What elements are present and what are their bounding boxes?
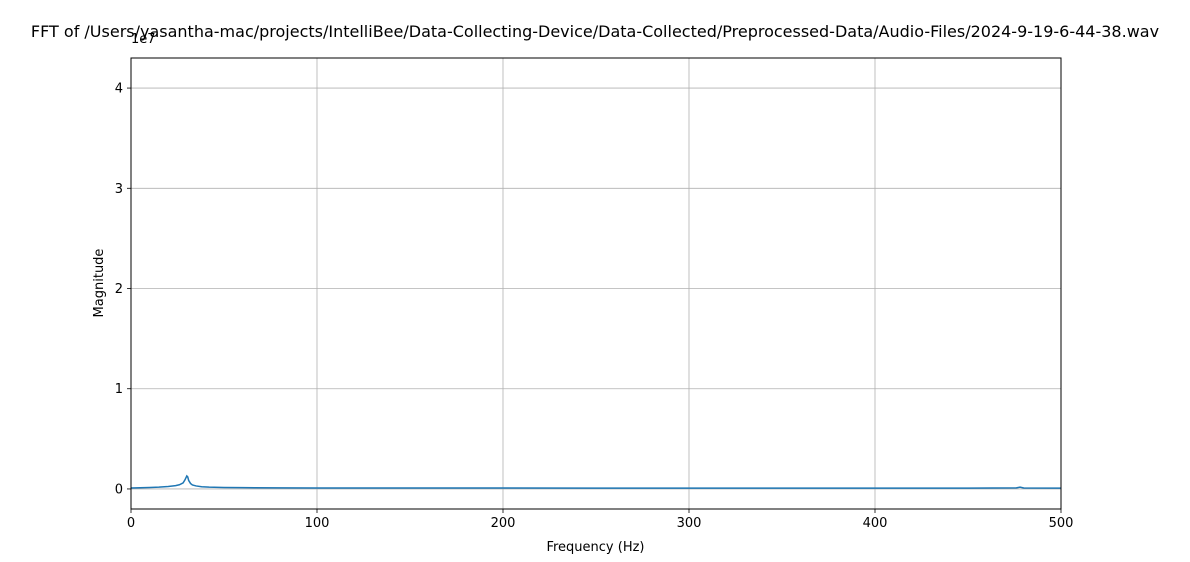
y-tick-label: 2	[115, 282, 123, 297]
series-line-fft-magnitude	[130, 474, 1062, 489]
y-tick-label: 1	[115, 382, 123, 397]
x-tick-label: 300	[677, 516, 702, 531]
y-tick-label: 4	[115, 82, 123, 97]
y-tick-label: 3	[115, 182, 123, 197]
x-tick-label: 100	[305, 516, 330, 531]
y-tick-label: 0	[115, 482, 123, 497]
x-tick-label: 500	[1049, 516, 1074, 531]
plot-frame	[130, 57, 1062, 510]
x-tick-label: 200	[491, 516, 516, 531]
y-offset-label: 1e7	[131, 32, 156, 47]
y-axis-title: Magnitude	[92, 249, 107, 318]
x-axis-title: Frequency (Hz)	[546, 540, 644, 555]
plot-area	[131, 58, 1061, 509]
chart-title: FFT of /Users/yasantha-mac/projects/Inte…	[31, 22, 1159, 41]
y-axis-ticks: 0 1 2 3 4	[115, 82, 131, 497]
x-tick-label: 400	[863, 516, 888, 531]
x-axis-ticks: 0 100 200 300 400 500	[127, 509, 1074, 531]
x-tick-label: 0	[127, 516, 135, 531]
grid-lines	[130, 58, 1062, 509]
